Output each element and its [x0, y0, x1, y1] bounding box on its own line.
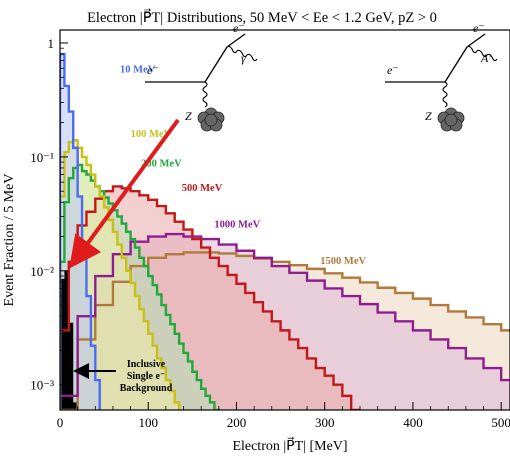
feynman-right-diagram: e⁻ e⁻ A′ Z [385, 21, 498, 132]
feynman-left-nucleus-label: Z [185, 109, 192, 123]
feynman-right-nucleus-label: Z [425, 109, 432, 123]
background-label-line: Inclusive [127, 359, 166, 370]
feynman-left-boson-label: γ [241, 51, 246, 65]
x-tick-label: 500 [491, 415, 510, 430]
series-label-1000-mev: 1000 MeV [214, 219, 260, 230]
series-label-100-mev: 100 MeV [131, 129, 172, 140]
x-tick-label: 300 [315, 415, 335, 430]
series-label-1500-mev: 1500 MeV [320, 256, 366, 267]
feynman-right-e-out-label: e⁻ [473, 21, 485, 35]
series-label-500-mev: 500 MeV [182, 183, 223, 194]
x-tick-label: 200 [227, 415, 247, 430]
feynman-diagrams: e⁻ e⁻ γ Ze⁻ e⁻ A′ Z [145, 21, 498, 132]
x-tick-label: 100 [138, 415, 158, 430]
y-tick-label: 1 [48, 36, 55, 51]
background-label-line: Single e⁻ [127, 371, 165, 382]
feynman-left-diagram: e⁻ e⁻ γ Z [145, 21, 258, 132]
x-axis-label: Electron |P⃗T| [MeV] [232, 436, 347, 454]
y-tick-label: 10⁻² [30, 264, 54, 279]
series-label-200-mev: 200 MeV [141, 159, 182, 170]
chart-title: Electron |P⃗T| Distributions, 50 MeV < E… [87, 7, 437, 26]
line-500-mev [60, 185, 360, 410]
feynman-left-e-out-label: e⁻ [233, 21, 245, 35]
line-1000-mev [60, 232, 510, 410]
line-200-mev [60, 163, 225, 410]
series-labels: 10 MeV 100 MeV 200 MeV 500 MeV 1000 MeV 1500 … [120, 65, 366, 267]
feynman-left-e-in-label: e⁻ [147, 63, 159, 77]
signal-arrow [69, 118, 180, 269]
x-tick-label: 0 [57, 415, 64, 430]
plot-frame [59, 29, 510, 411]
y-axis-label: Event Fraction / 5 MeV [2, 174, 17, 307]
x-tick-label: 400 [403, 415, 423, 430]
series-label-10-mev: 10 MeV [120, 65, 156, 76]
y-tick-label: 10⁻¹ [30, 150, 54, 165]
axes: 0 100 200 300 400 500 10⁻³ 10⁻² 10⁻¹ 1 [30, 29, 510, 430]
background-label-line: Background [120, 383, 173, 394]
feynman-right-boson-label: A′ [480, 51, 491, 65]
feynman-right-e-in-label: e⁻ [387, 63, 399, 77]
y-tick-label: 10⁻³ [30, 378, 54, 393]
line-100-mev [60, 139, 198, 410]
